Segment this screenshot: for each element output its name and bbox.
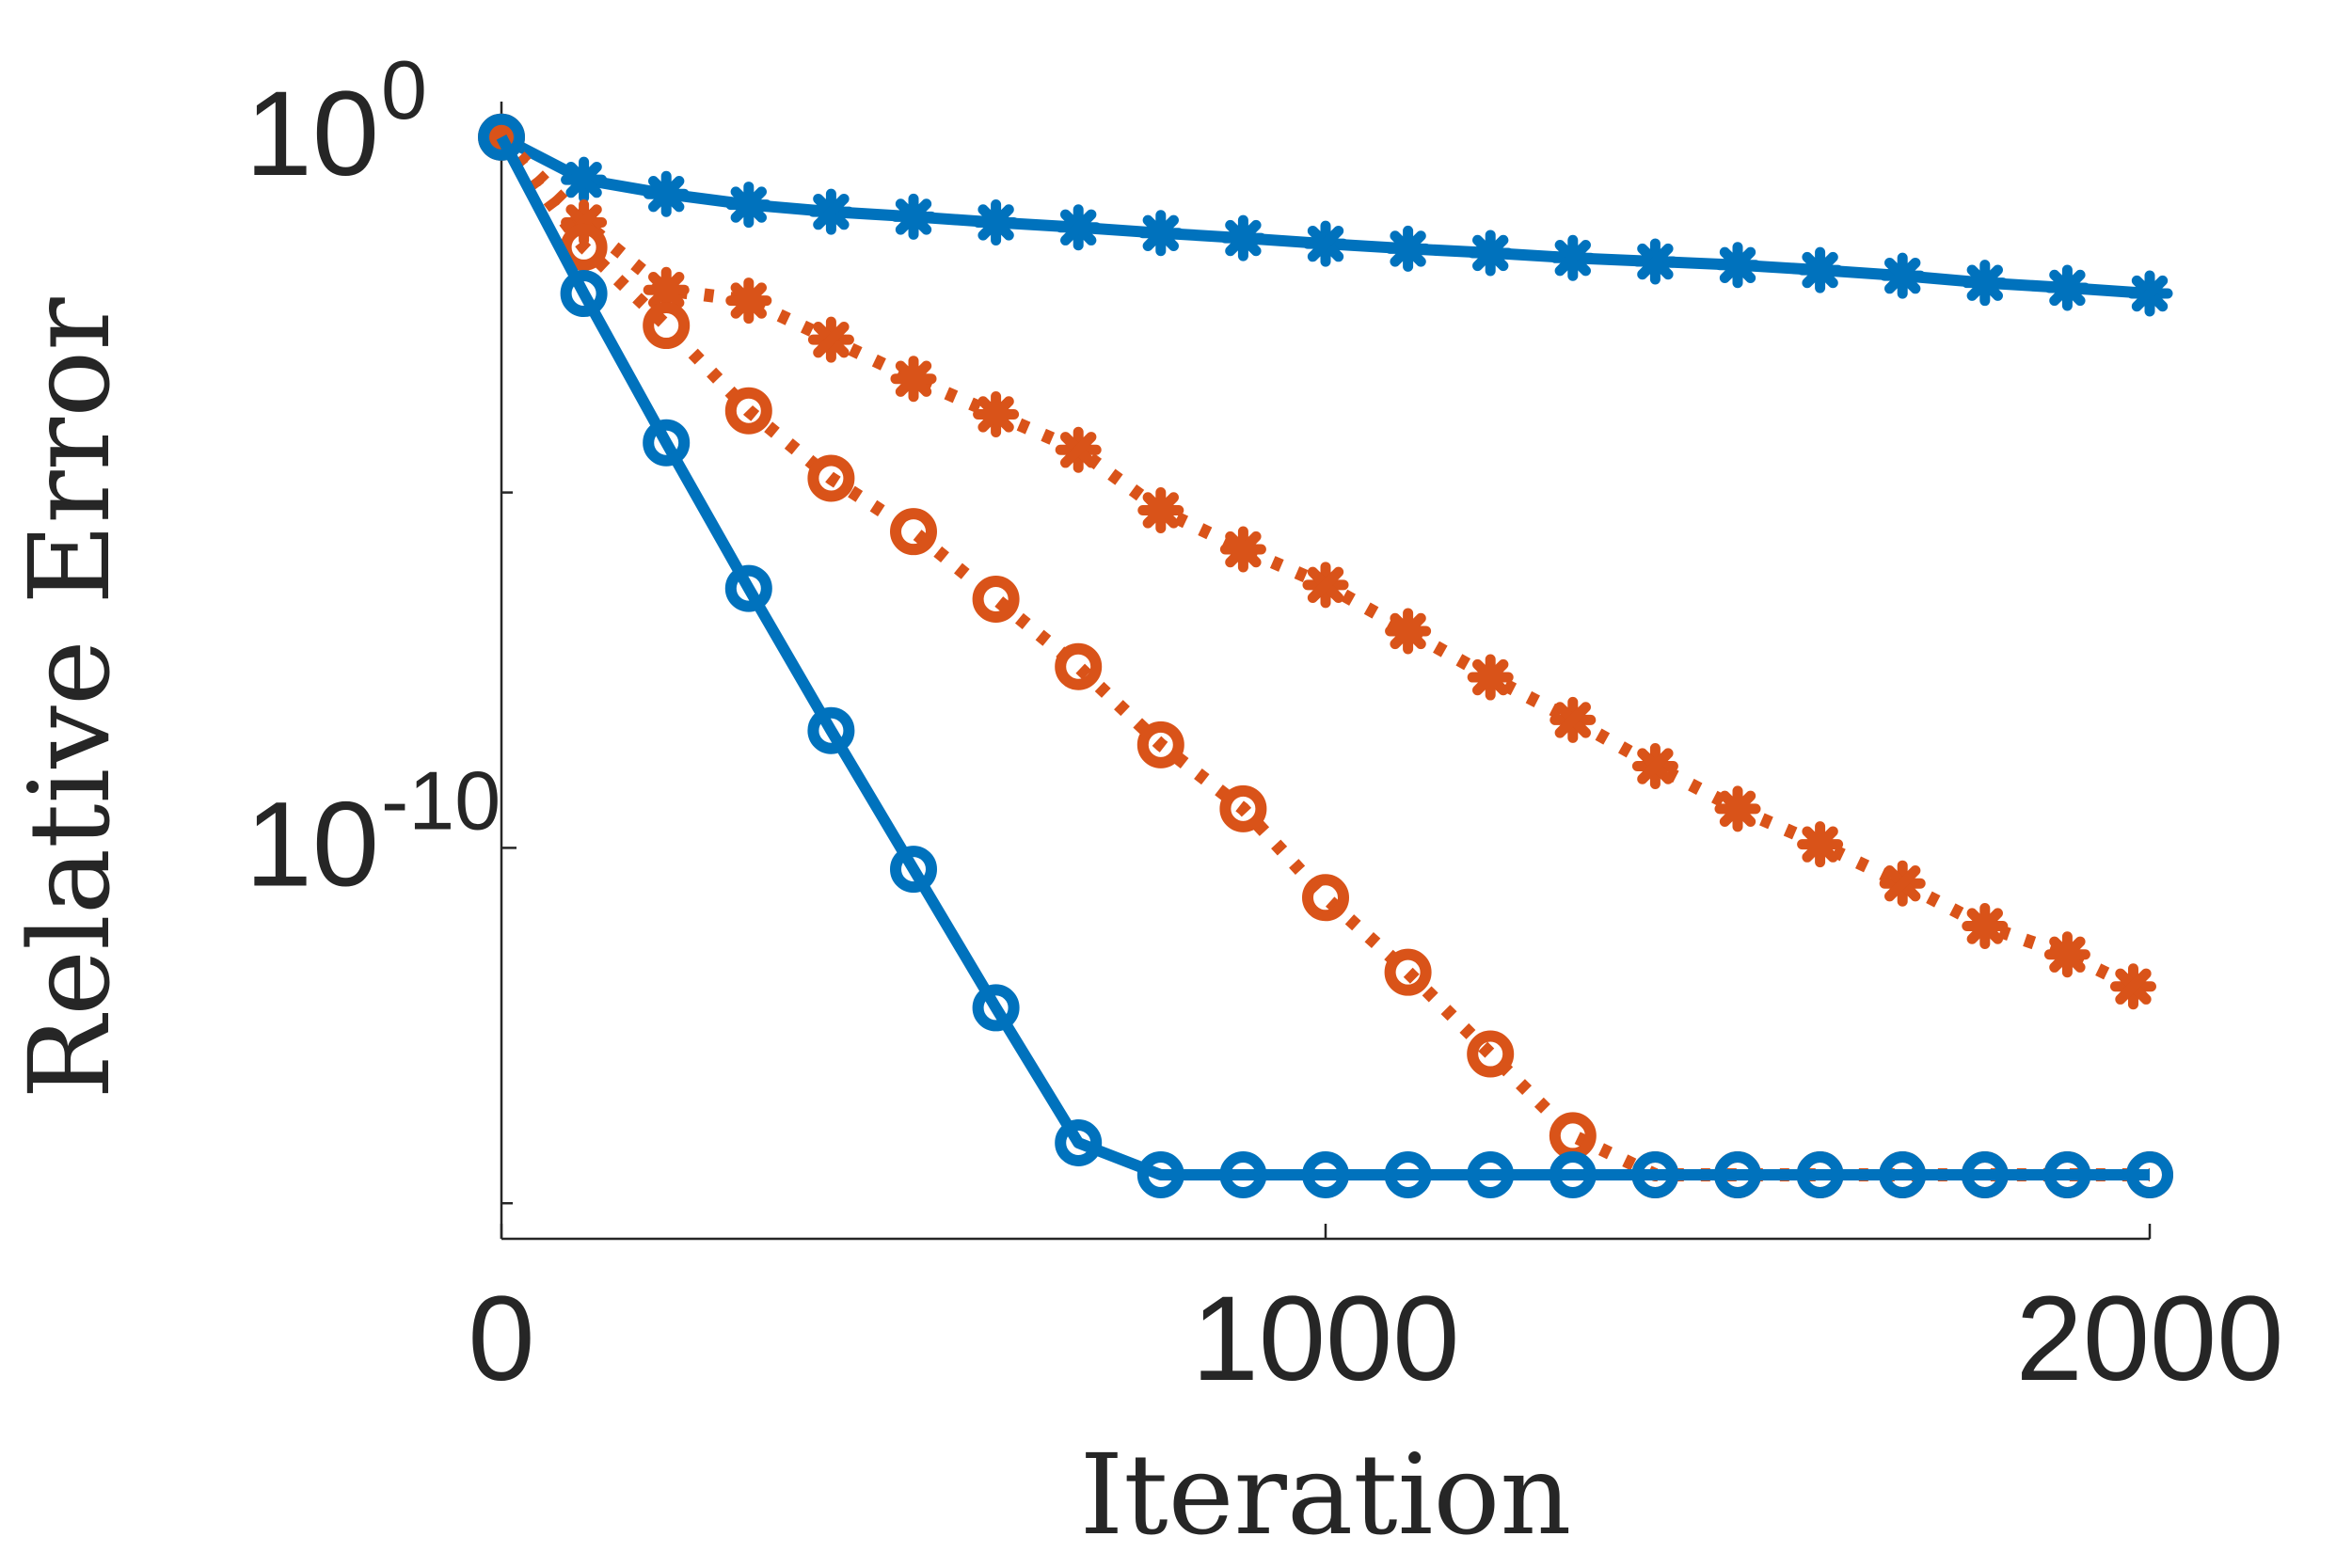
data-point <box>1714 242 1761 289</box>
data-point <box>2043 1150 2091 1198</box>
data-point <box>643 302 691 350</box>
x-tick-label: 1000 <box>1192 1272 1460 1406</box>
x-tick-label: 2000 <box>2016 1272 2284 1406</box>
data-point <box>1055 204 1102 251</box>
series-layer <box>478 113 2173 1198</box>
data-point <box>807 316 854 363</box>
data-point <box>1055 426 1102 473</box>
data-point <box>972 984 1020 1032</box>
data-point <box>1384 948 1432 996</box>
data-point <box>478 113 525 161</box>
data-point <box>890 193 937 240</box>
data-point <box>890 356 937 403</box>
y-tick-exponent: 0 <box>381 43 427 136</box>
data-point <box>1219 1150 1267 1198</box>
series-2 <box>478 114 2156 1010</box>
data-point <box>973 390 1020 437</box>
data-point <box>807 188 854 235</box>
data-point <box>643 170 690 217</box>
data-point <box>1467 654 1514 701</box>
data-point <box>1055 1118 1103 1166</box>
data-point <box>724 564 772 612</box>
data-point <box>725 182 772 229</box>
data-point <box>973 198 1020 245</box>
data-point <box>724 387 772 435</box>
data-point <box>1714 785 1761 832</box>
data-point <box>1549 1112 1597 1160</box>
data-point <box>1467 1150 1515 1198</box>
series-line <box>496 135 2150 1180</box>
data-point <box>643 266 690 313</box>
data-point <box>1549 234 1597 281</box>
data-point <box>1549 696 1597 743</box>
data-point <box>1302 874 1349 922</box>
data-point <box>643 419 691 467</box>
data-point <box>560 270 608 318</box>
data-point <box>1631 1150 1679 1198</box>
data-point <box>1467 1030 1515 1078</box>
y-axis-label: Relative Error <box>5 297 135 1100</box>
data-point <box>1549 1150 1597 1198</box>
data-point <box>1219 214 1266 261</box>
data-point <box>1302 1150 1349 1198</box>
x-tick-label: 0 <box>468 1272 534 1406</box>
series-1 <box>478 114 2173 317</box>
data-point <box>972 575 1020 623</box>
data-point <box>1797 821 1844 868</box>
data-point <box>1961 1150 2009 1198</box>
data-point <box>2109 963 2156 1010</box>
data-point <box>1797 246 1844 293</box>
x-axis-label: Iteration <box>1080 1430 1572 1560</box>
y-tick-label: 10 <box>246 67 379 201</box>
data-point <box>2126 270 2173 317</box>
data-point <box>1962 903 2009 950</box>
data-point <box>807 706 855 754</box>
data-point <box>1879 860 1926 907</box>
y-tick-label: 10 <box>246 777 379 911</box>
data-point <box>1137 210 1184 257</box>
data-point <box>1879 252 1926 299</box>
data-point <box>2126 1150 2173 1198</box>
data-point <box>807 454 855 502</box>
data-point <box>1385 608 1432 655</box>
data-point <box>725 277 772 325</box>
y-tick-exponent: -10 <box>381 753 501 847</box>
data-point <box>2043 264 2090 311</box>
data-point <box>890 846 937 894</box>
data-point <box>1219 526 1266 573</box>
data-point <box>1302 562 1349 609</box>
data-point <box>1219 784 1267 832</box>
data-point <box>1962 260 2009 307</box>
data-point <box>1879 1150 1927 1198</box>
data-point <box>1631 238 1678 285</box>
data-point <box>561 156 608 203</box>
data-point <box>1136 1150 1184 1198</box>
data-point <box>1796 1150 1844 1198</box>
data-point <box>1467 230 1514 277</box>
data-point <box>1137 486 1184 533</box>
data-point <box>2043 931 2090 978</box>
data-point <box>1136 721 1184 768</box>
data-point <box>890 508 937 556</box>
data-point <box>1302 220 1349 267</box>
data-point <box>1384 1150 1432 1198</box>
data-point <box>560 223 608 271</box>
data-point <box>1714 1150 1761 1198</box>
series-4 <box>478 113 2173 1198</box>
data-point <box>1055 642 1103 690</box>
data-point <box>1631 743 1678 790</box>
data-point <box>1385 225 1432 272</box>
